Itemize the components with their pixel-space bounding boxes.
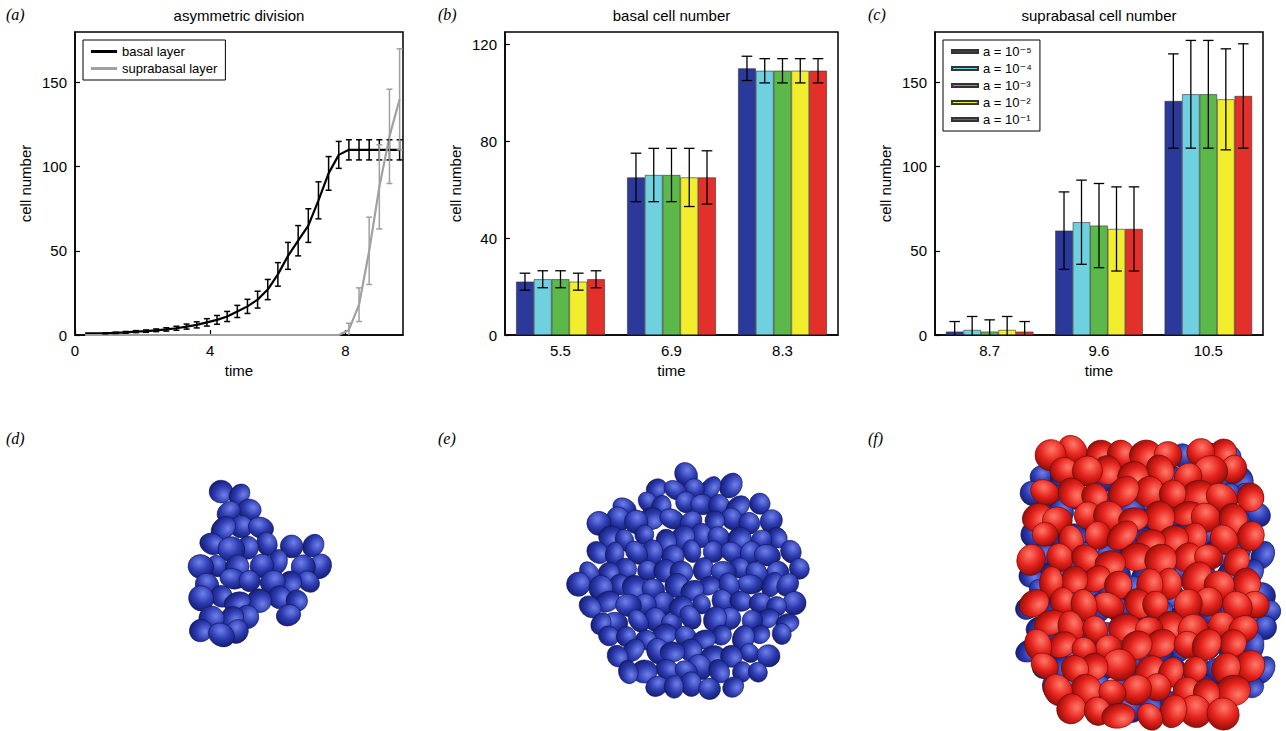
svg-text:150: 150 (42, 74, 67, 91)
svg-text:100: 100 (902, 158, 927, 175)
svg-text:4: 4 (206, 342, 214, 359)
svg-text:cell number: cell number (447, 145, 464, 223)
svg-text:80: 80 (480, 133, 497, 150)
svg-text:time: time (657, 362, 685, 379)
svg-text:10.5: 10.5 (1194, 342, 1223, 359)
svg-text:0: 0 (919, 327, 927, 344)
svg-text:a = 10⁻¹: a = 10⁻¹ (983, 112, 1031, 127)
svg-text:8: 8 (341, 342, 349, 359)
svg-text:suprabasal cell number: suprabasal cell number (1021, 7, 1176, 24)
svg-text:a = 10⁻²: a = 10⁻² (983, 95, 1031, 110)
svg-text:0: 0 (59, 327, 67, 344)
svg-text:150: 150 (902, 74, 927, 91)
svg-text:6.9: 6.9 (661, 342, 682, 359)
svg-text:120: 120 (472, 36, 497, 53)
svg-text:cell number: cell number (877, 145, 894, 223)
svg-text:time: time (1085, 362, 1113, 379)
svg-text:8.3: 8.3 (772, 342, 793, 359)
svg-text:(c): (c) (868, 6, 886, 24)
svg-text:0: 0 (71, 342, 79, 359)
svg-text:100: 100 (42, 158, 67, 175)
svg-text:basal cell number: basal cell number (613, 7, 731, 24)
svg-text:suprabasal layer: suprabasal layer (122, 61, 218, 76)
svg-text:(e): (e) (438, 430, 456, 448)
svg-text:0: 0 (489, 327, 497, 344)
svg-text:(a): (a) (6, 6, 25, 24)
svg-text:a = 10⁻⁵: a = 10⁻⁵ (983, 44, 1032, 59)
svg-text:basal layer: basal layer (122, 44, 186, 59)
svg-text:a = 10⁻⁴: a = 10⁻⁴ (983, 61, 1032, 76)
svg-text:40: 40 (480, 230, 497, 247)
svg-text:(d): (d) (6, 430, 25, 448)
svg-text:50: 50 (910, 242, 927, 259)
svg-text:9.6: 9.6 (1089, 342, 1110, 359)
svg-text:(f): (f) (868, 430, 883, 448)
svg-text:a = 10⁻³: a = 10⁻³ (983, 78, 1031, 93)
svg-text:cell number: cell number (17, 145, 34, 223)
svg-text:time: time (225, 362, 253, 379)
svg-text:(b): (b) (438, 6, 457, 24)
svg-text:5.5: 5.5 (550, 342, 571, 359)
svg-text:50: 50 (50, 242, 67, 259)
svg-text:asymmetric division: asymmetric division (174, 7, 305, 24)
svg-text:8.7: 8.7 (979, 342, 1000, 359)
